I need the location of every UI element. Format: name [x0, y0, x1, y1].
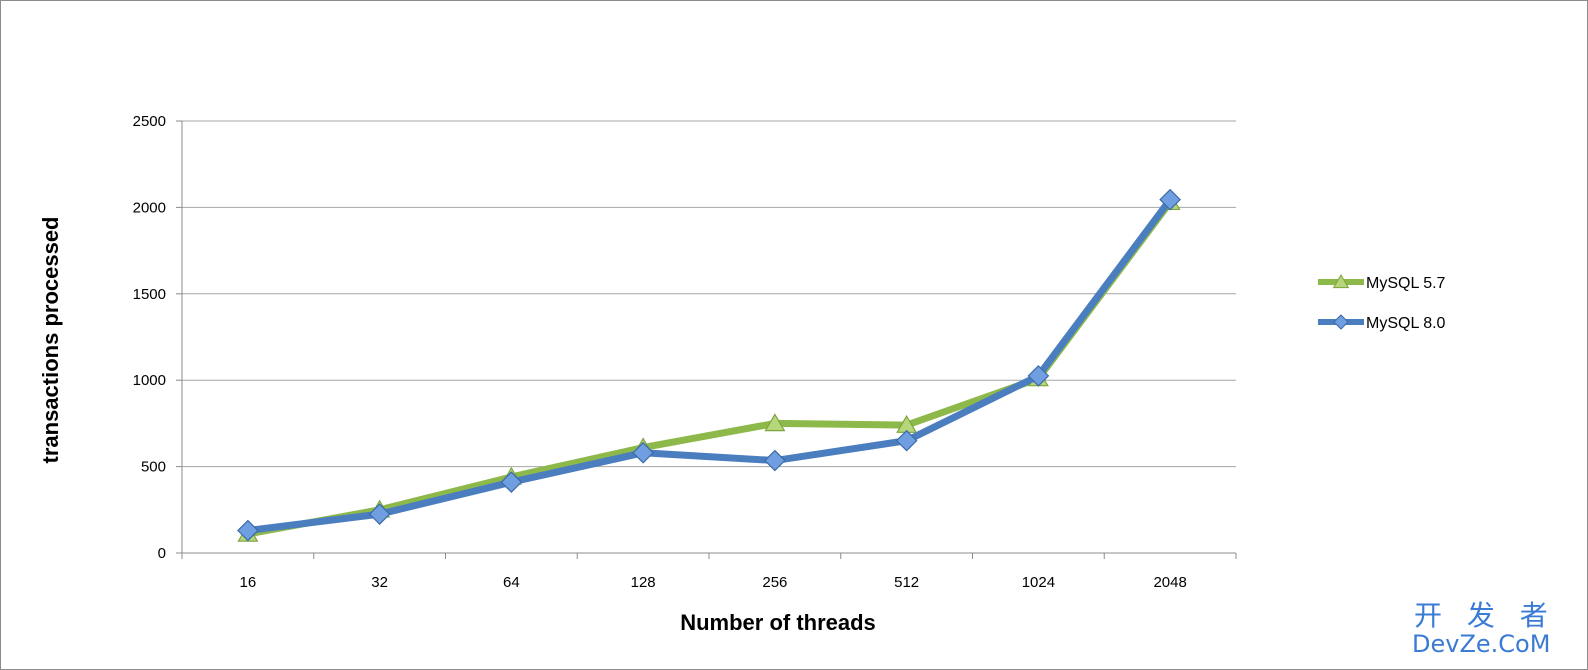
y-tick-label: 2500 [133, 113, 166, 130]
data-point-diamond [500, 471, 523, 494]
data-point-diamond [895, 429, 918, 452]
series-mysql-8-0 [237, 188, 1181, 542]
axes [176, 120, 1237, 559]
x-tick-label: 64 [503, 574, 520, 591]
legend-entry-mysql-5-7: MySQL 5.7 [1318, 274, 1446, 292]
series-group [237, 188, 1181, 542]
series-line [244, 196, 1174, 535]
x-tick-label: 2048 [1153, 574, 1186, 591]
data-point-diamond [1159, 188, 1181, 211]
x-tick-label: 512 [894, 574, 919, 591]
watermark-chinese: 开 发 者 [1414, 599, 1556, 632]
x-tick-label: 256 [762, 574, 787, 591]
watermark: 开 发 者 DevZe.CoM [1412, 599, 1556, 658]
series-line [244, 198, 1174, 538]
x-tick-label: 1024 [1022, 574, 1055, 591]
legend-label-mysql-8-0: MySQL 8.0 [1366, 315, 1446, 332]
legend-entry-mysql-8-0: MySQL 8.0 [1318, 314, 1446, 332]
legend: MySQL 5.7 MySQL 8.0 [1318, 274, 1446, 332]
data-point-diamond [632, 441, 654, 464]
watermark-devze: DevZe.CoM [1412, 630, 1550, 658]
y-tick-label: 1500 [133, 286, 166, 303]
y-tick-label: 0 [158, 545, 166, 562]
data-point-diamond [237, 519, 259, 542]
data-point-diamond [764, 449, 786, 472]
y-tick-label: 1000 [133, 372, 166, 389]
x-tick-label: 16 [240, 574, 257, 591]
data-point-diamond [368, 503, 391, 525]
gridlines [182, 120, 1236, 468]
y-tick-label: 2000 [133, 199, 166, 216]
x-axis-title: Number of threads [680, 610, 876, 635]
data-point-triangle [764, 413, 786, 432]
x-tick-label: 128 [631, 574, 656, 591]
y-axis-title: transactions processed [38, 217, 63, 464]
legend-marker-triangle [1332, 274, 1350, 289]
x-tick-label: 32 [371, 574, 388, 591]
legend-marker-diamond [1333, 314, 1349, 330]
x-tick-labels: 16 32 64 128 256 512 1024 2048 [240, 574, 1187, 591]
y-tick-label: 500 [141, 459, 166, 476]
legend-label-mysql-5-7: MySQL 5.7 [1366, 275, 1446, 292]
data-point-diamond [1027, 365, 1050, 387]
y-tick-labels: 0 500 1000 1500 2000 2500 [133, 113, 166, 562]
